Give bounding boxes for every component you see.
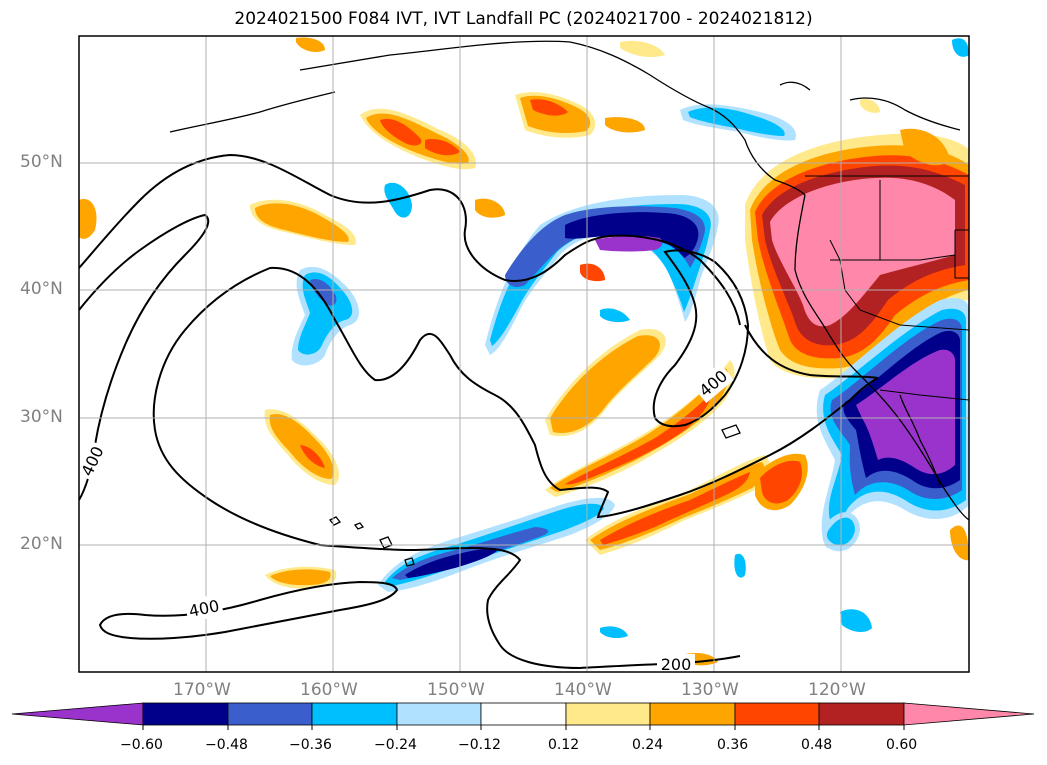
gridlines xyxy=(79,36,969,672)
negative-anomaly-southwest xyxy=(816,298,969,549)
colorbar-segment xyxy=(734,702,820,726)
contour-label: 200 xyxy=(661,655,692,674)
lat-label-50n: 50°N xyxy=(20,152,63,172)
colorbar-tick-label: −0.24 xyxy=(374,737,417,753)
positive-anomaly-small xyxy=(79,37,969,666)
borders xyxy=(805,175,969,401)
lon-label-150w: 150°W xyxy=(427,680,485,700)
negative-anomaly-small xyxy=(291,38,969,639)
contour-labels: 400 400 400 200 xyxy=(74,363,734,674)
colorbar-tick-label: 0.24 xyxy=(632,737,664,753)
colorbar-tick-label: 0.60 xyxy=(886,737,918,753)
colorbar-segment xyxy=(396,702,482,726)
colorbar-tick-label: 0.12 xyxy=(548,737,580,753)
colorbar-tick-label: −0.12 xyxy=(458,737,501,753)
colorbar-tick-label: 0.48 xyxy=(801,737,833,753)
colorbar-segment xyxy=(649,702,736,726)
colorbar-segment xyxy=(565,702,651,726)
lat-label-20n: 20°N xyxy=(20,534,63,554)
lon-label-140w: 140°W xyxy=(554,680,612,700)
map-field xyxy=(79,36,969,672)
colorbar-extend-max xyxy=(903,702,1035,726)
lat-label-40n: 40°N xyxy=(20,279,63,299)
colorbar-tick-label: −0.36 xyxy=(289,737,332,753)
lon-label-170w: 170°W xyxy=(173,680,231,700)
lon-label-130w: 130°W xyxy=(681,680,739,700)
colorbar-extend-min xyxy=(11,702,144,726)
colorbar-segment xyxy=(311,702,398,726)
colorbar-segment xyxy=(142,702,229,726)
colorbar-tick-label: −0.48 xyxy=(205,737,248,753)
positive-anomaly-diagonal-band xyxy=(545,360,735,497)
colorbar-segment xyxy=(818,702,905,726)
colorbar-segment xyxy=(480,702,567,726)
lon-label-120w: 120°W xyxy=(808,680,866,700)
map-frame xyxy=(78,35,970,673)
colorbar xyxy=(11,702,1035,730)
lat-label-30n: 30°N xyxy=(20,407,63,427)
colorbar-segment xyxy=(227,702,313,726)
positive-anomaly-southern-band xyxy=(585,453,808,555)
lon-label-160w: 160°W xyxy=(300,680,358,700)
colorbar-tick-label: −0.60 xyxy=(120,737,163,753)
map-title: 2024021500 F084 IVT, IVT Landfall PC (20… xyxy=(234,9,813,29)
colorbar-tick-label: 0.36 xyxy=(717,737,749,753)
